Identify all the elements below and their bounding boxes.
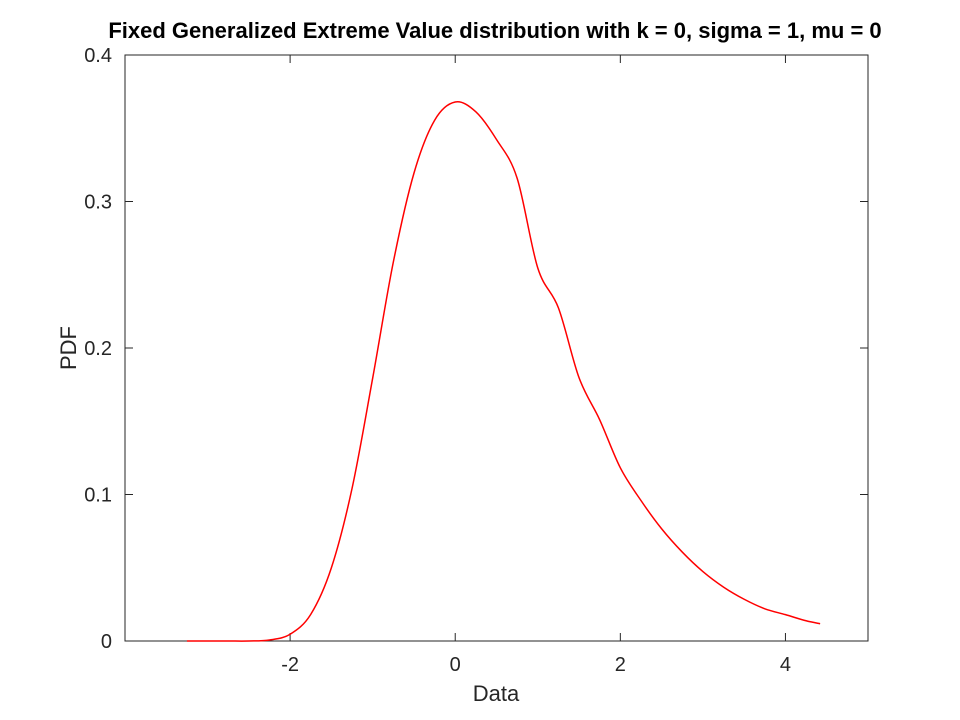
y-axis-label: PDF — [56, 326, 81, 370]
axis-ticks — [125, 54, 868, 642]
y-tick-label: 0.1 — [84, 485, 112, 507]
y-tick-label: 0.4 — [84, 45, 112, 67]
x-tick-label: -2 — [281, 654, 299, 676]
plot-area — [124, 54, 869, 642]
chart-title: Fixed Generalized Extreme Value distribu… — [108, 18, 881, 43]
x-tick-label: 0 — [450, 654, 461, 676]
x-axis-label: Data — [473, 681, 520, 706]
y-tick-label: 0 — [101, 631, 112, 653]
y-tick-label: 0.3 — [84, 192, 112, 214]
x-tick-label: 2 — [615, 654, 626, 676]
axis-tick-labels: -2 0 2 4 0 0.1 0.2 0.3 0.4 — [84, 45, 791, 676]
x-tick-label: 4 — [780, 654, 791, 676]
pdf-series-line — [186, 101, 821, 642]
y-tick-label: 0.2 — [84, 338, 112, 360]
